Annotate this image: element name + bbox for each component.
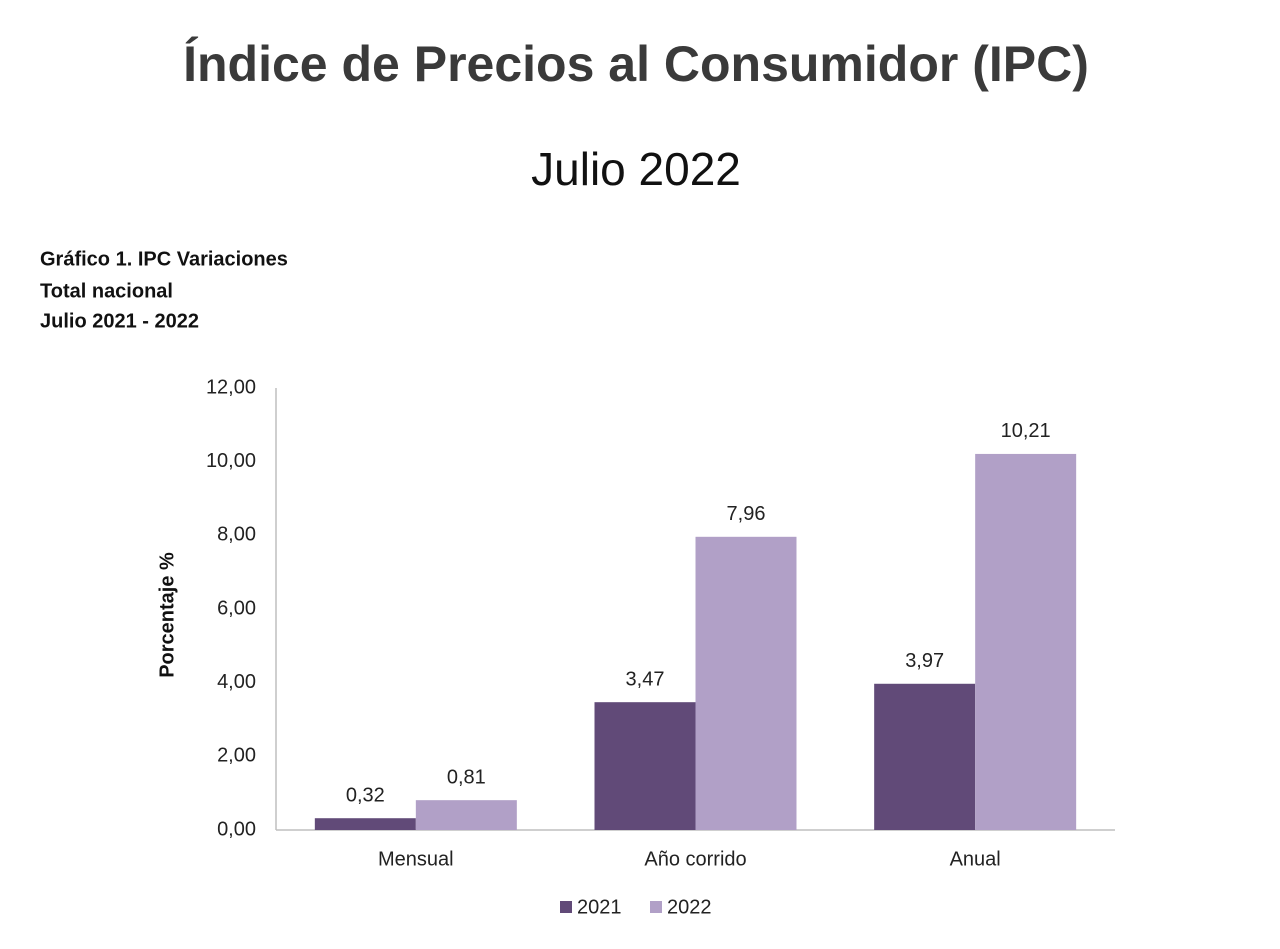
data-label: 0,32: [346, 784, 385, 806]
bar: [314, 818, 416, 830]
bar: [415, 800, 517, 830]
y-tick-label: 0,00: [217, 818, 256, 840]
data-label: 3,47: [626, 668, 665, 690]
y-axis-label: Porcentaje %: [156, 552, 178, 678]
legend-label: 2021: [577, 896, 622, 918]
data-label: 0,81: [447, 766, 486, 788]
legend-label: 2022: [667, 896, 712, 918]
legend-swatch: [560, 901, 572, 913]
legend-swatch: [650, 901, 662, 913]
y-tick-label: 12,00: [206, 376, 256, 398]
bar: [874, 683, 976, 830]
x-tick-label: Mensual: [378, 848, 454, 870]
bar: [594, 702, 696, 830]
y-tick-label: 4,00: [217, 671, 256, 693]
chart-title: Índice de Precios al Consumidor (IPC): [183, 36, 1089, 92]
x-tick-label: Anual: [950, 848, 1001, 870]
data-label: 7,96: [727, 503, 766, 525]
caption: Julio 2021 - 2022: [40, 310, 199, 332]
y-tick-label: 6,00: [217, 597, 256, 619]
data-label: 3,97: [905, 650, 944, 672]
data-label: 10,21: [1001, 420, 1051, 442]
caption: Gráfico 1. IPC Variaciones: [40, 248, 288, 270]
x-tick-label: Año corrido: [644, 848, 746, 870]
bar: [695, 536, 797, 830]
chart-subtitle: Julio 2022: [531, 143, 741, 195]
y-tick-label: 2,00: [217, 745, 256, 767]
bar: [975, 453, 1077, 830]
caption: Total nacional: [40, 280, 173, 302]
y-tick-label: 10,00: [206, 450, 256, 472]
y-tick-label: 8,00: [217, 524, 256, 546]
